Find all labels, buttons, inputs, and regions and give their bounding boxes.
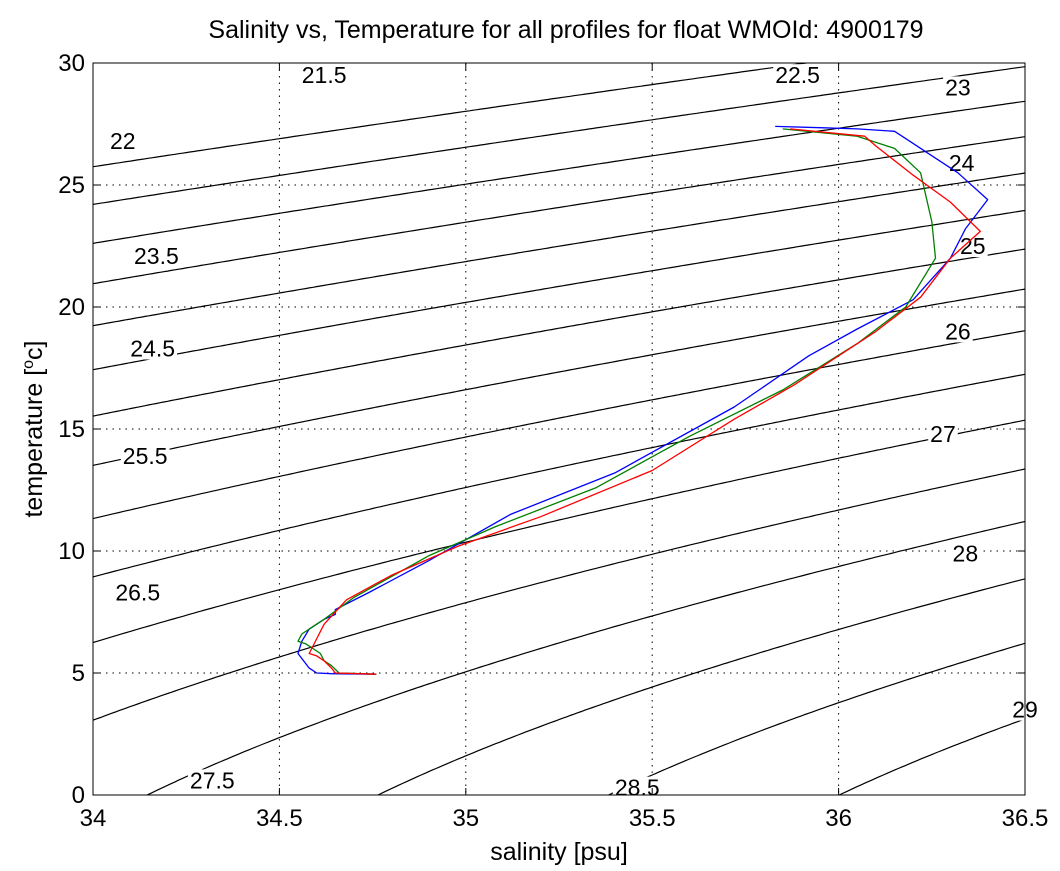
y-axis-label-sup: o <box>20 360 37 369</box>
contour-line <box>145 520 1025 795</box>
contour-label-gap <box>128 337 178 360</box>
contour-label-gap <box>943 320 973 343</box>
contour-label: 22 <box>110 128 136 154</box>
contour-line <box>93 209 1025 371</box>
y-tick-label: 0 <box>72 782 85 809</box>
x-tick-label: 36.5 <box>1002 805 1049 832</box>
contour-label-gap <box>108 130 138 153</box>
contour-label-gap <box>612 776 662 799</box>
x-tick-label: 34 <box>80 805 107 832</box>
contour-label-gap <box>120 444 170 467</box>
y-tick-label: 25 <box>58 172 85 199</box>
contour-line <box>93 468 1025 721</box>
contour-label-gap <box>299 64 349 87</box>
contour-label: 28 <box>953 540 979 566</box>
contour-label: 28.5 <box>615 775 660 801</box>
contour-label: 24.5 <box>130 335 175 361</box>
y-tick-label: 30 <box>58 50 85 77</box>
y-axis-label-tail: c] <box>20 340 48 359</box>
contour-label: 22.5 <box>775 62 820 88</box>
x-tick-label: 35 <box>452 805 479 832</box>
y-tick-label: 5 <box>72 660 85 687</box>
contour-label-gap <box>131 244 181 267</box>
contour-label-gap <box>773 64 822 87</box>
contour-label: 25.5 <box>123 443 168 469</box>
contour-label-gap <box>950 542 981 565</box>
y-tick-label: 20 <box>58 294 85 321</box>
y-tick-label: 10 <box>58 538 85 565</box>
profile-series <box>297 125 989 675</box>
contour-line <box>837 718 1025 795</box>
x-axis-label: salinity [psu] <box>490 838 628 866</box>
contour-label-gap <box>928 422 958 445</box>
y-axis-label: temperature [oc] <box>20 340 48 517</box>
x-tick-label: 35.5 <box>629 805 676 832</box>
chart-title: Salinity vs, Temperature for all profile… <box>208 16 923 44</box>
contour-label: 26.5 <box>115 579 160 605</box>
contour-label: 23.5 <box>134 243 179 269</box>
y-axis-label-main: temperature [ <box>20 369 48 518</box>
contour-label: 27 <box>930 421 956 447</box>
y-tick-label: 15 <box>58 416 85 443</box>
contour-line <box>93 419 1025 644</box>
contour-label-gap <box>946 152 977 175</box>
contour-line <box>93 136 1025 285</box>
contour-line <box>93 66 1025 206</box>
contour-label-gap <box>943 76 973 99</box>
axis-ticks: 34 34.5 35 35.5 36 36.5 0 5 10 15 20 25 30 <box>58 50 1048 832</box>
contour-label: 27.5 <box>190 767 235 793</box>
contour-line <box>93 248 1025 417</box>
contour-label: 23 <box>945 74 971 100</box>
plot-area <box>93 63 1025 795</box>
contour-line <box>93 172 1025 327</box>
contour-line <box>376 578 1025 795</box>
x-tick-label: 34.5 <box>256 805 303 832</box>
contour-label-gap <box>958 235 988 257</box>
contour-label: 24 <box>949 150 975 176</box>
density-contours <box>93 63 1025 795</box>
contour-label: 26 <box>945 318 971 344</box>
contour-label-gap <box>113 581 163 604</box>
contour-line <box>93 63 811 168</box>
contour-line <box>93 100 1025 245</box>
profile-line-3 <box>308 128 981 675</box>
contour-label-gap <box>187 769 237 792</box>
contour-line <box>93 330 1025 520</box>
contour-line <box>93 288 1025 467</box>
profile-line-1 <box>297 125 989 675</box>
contour-label: 21.5 <box>302 62 347 88</box>
profile-line-2 <box>297 128 937 675</box>
contour-line <box>607 642 1025 795</box>
contour-line <box>93 373 1025 578</box>
x-tick-label: 36 <box>825 805 852 832</box>
